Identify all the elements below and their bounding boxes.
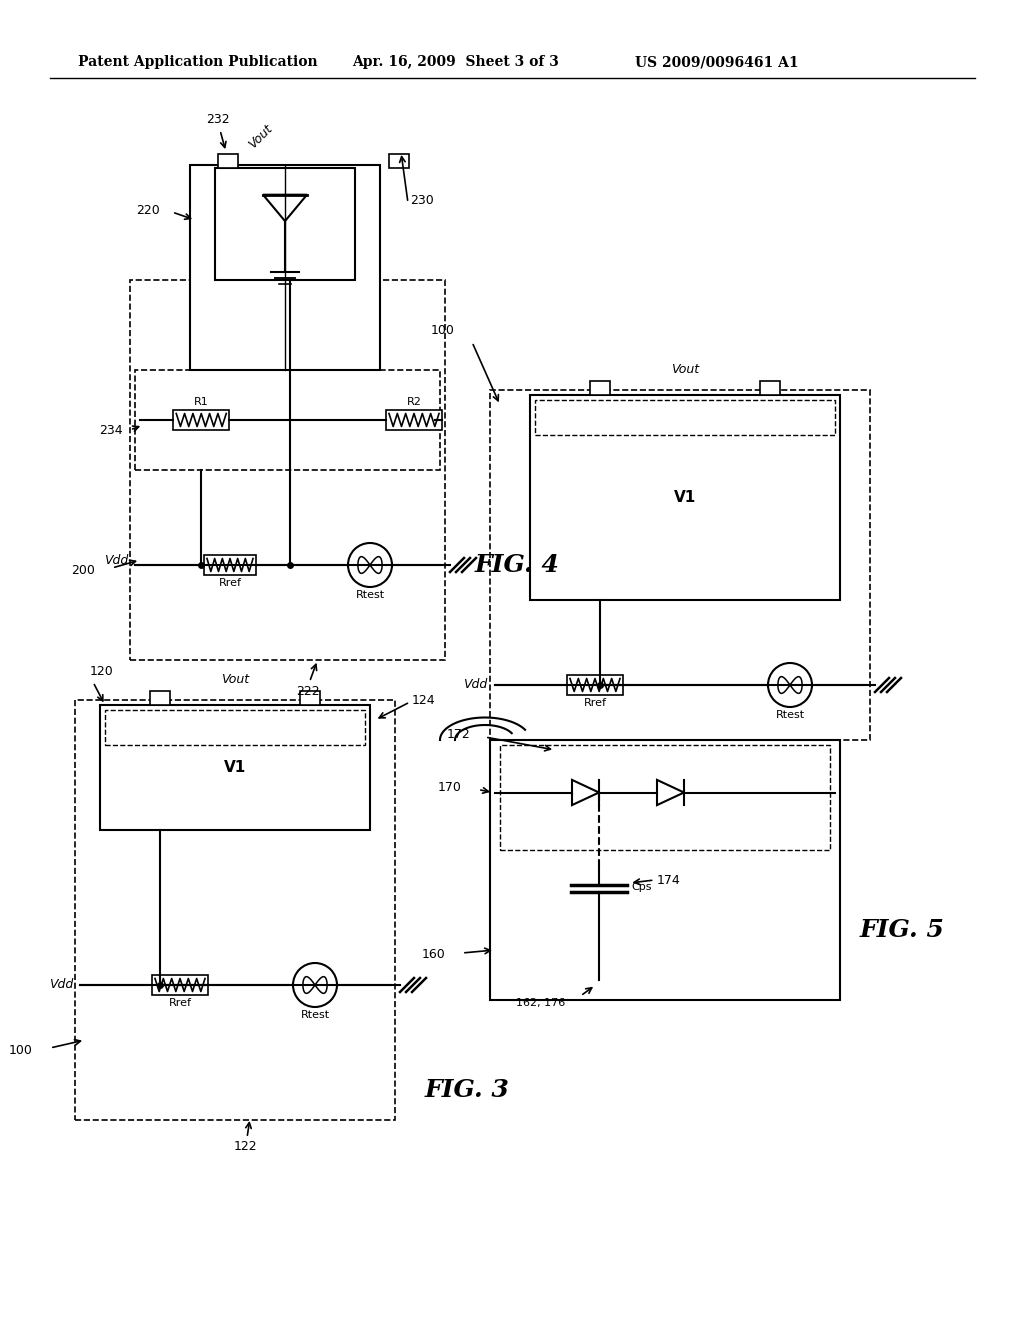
Text: R2: R2	[407, 397, 422, 407]
Text: US 2009/0096461 A1: US 2009/0096461 A1	[635, 55, 799, 69]
Text: Vdd: Vdd	[103, 553, 128, 566]
Polygon shape	[657, 780, 684, 805]
Text: V1: V1	[674, 490, 696, 506]
Bar	[300, 690, 319, 705]
Bar	[130, 280, 445, 660]
Text: 162, 176: 162, 176	[516, 998, 565, 1008]
Bar	[100, 705, 370, 830]
Text: Vdd: Vdd	[463, 678, 487, 692]
Bar	[389, 154, 409, 168]
Bar	[500, 744, 830, 850]
Bar	[215, 168, 355, 280]
Bar	[152, 975, 208, 995]
Text: 100: 100	[9, 1044, 33, 1056]
Text: 174: 174	[656, 874, 680, 887]
Bar	[105, 710, 365, 744]
Text: Rref: Rref	[218, 578, 242, 587]
Text: 100: 100	[431, 323, 455, 337]
Bar	[190, 165, 380, 370]
Text: 124: 124	[412, 693, 435, 706]
Text: Rref: Rref	[584, 698, 606, 708]
Text: Vout: Vout	[221, 673, 249, 686]
Text: Vout: Vout	[671, 363, 699, 376]
Text: 122: 122	[233, 1140, 257, 1152]
Text: Vout: Vout	[246, 121, 275, 150]
Bar	[204, 554, 256, 576]
Bar	[135, 370, 440, 470]
Bar	[386, 411, 442, 430]
Text: 172: 172	[446, 729, 470, 742]
Text: Vdd: Vdd	[49, 978, 73, 991]
Text: Rref: Rref	[169, 998, 191, 1008]
Bar	[490, 741, 840, 1001]
Polygon shape	[263, 195, 307, 220]
Text: V1: V1	[224, 760, 246, 775]
Text: 230: 230	[410, 194, 434, 206]
Text: Cps: Cps	[632, 882, 652, 892]
Bar	[760, 381, 780, 395]
Text: 232: 232	[206, 114, 229, 125]
Text: Rtest: Rtest	[775, 710, 805, 719]
Bar	[218, 154, 238, 168]
Text: FIG. 5: FIG. 5	[860, 917, 945, 942]
Text: 222: 222	[296, 685, 319, 698]
Text: Apr. 16, 2009  Sheet 3 of 3: Apr. 16, 2009 Sheet 3 of 3	[352, 55, 559, 69]
Polygon shape	[572, 780, 599, 805]
Bar	[535, 400, 835, 436]
Bar	[150, 690, 170, 705]
Bar	[590, 381, 610, 395]
Text: Rtest: Rtest	[355, 590, 385, 601]
Text: FIG. 3: FIG. 3	[425, 1078, 510, 1102]
Text: R1: R1	[194, 397, 209, 407]
Bar	[567, 675, 623, 696]
Text: 220: 220	[136, 203, 160, 216]
Text: 170: 170	[438, 781, 462, 795]
Text: Patent Application Publication: Patent Application Publication	[78, 55, 317, 69]
Text: 120: 120	[90, 665, 114, 678]
Text: FIG. 4: FIG. 4	[475, 553, 560, 577]
Bar	[173, 411, 229, 430]
Bar	[75, 700, 395, 1119]
Text: 234: 234	[99, 424, 123, 437]
Bar	[530, 395, 840, 601]
Text: 160: 160	[421, 949, 445, 961]
Text: Rtest: Rtest	[300, 1010, 330, 1020]
Bar	[490, 389, 870, 741]
Text: 200: 200	[71, 564, 95, 577]
